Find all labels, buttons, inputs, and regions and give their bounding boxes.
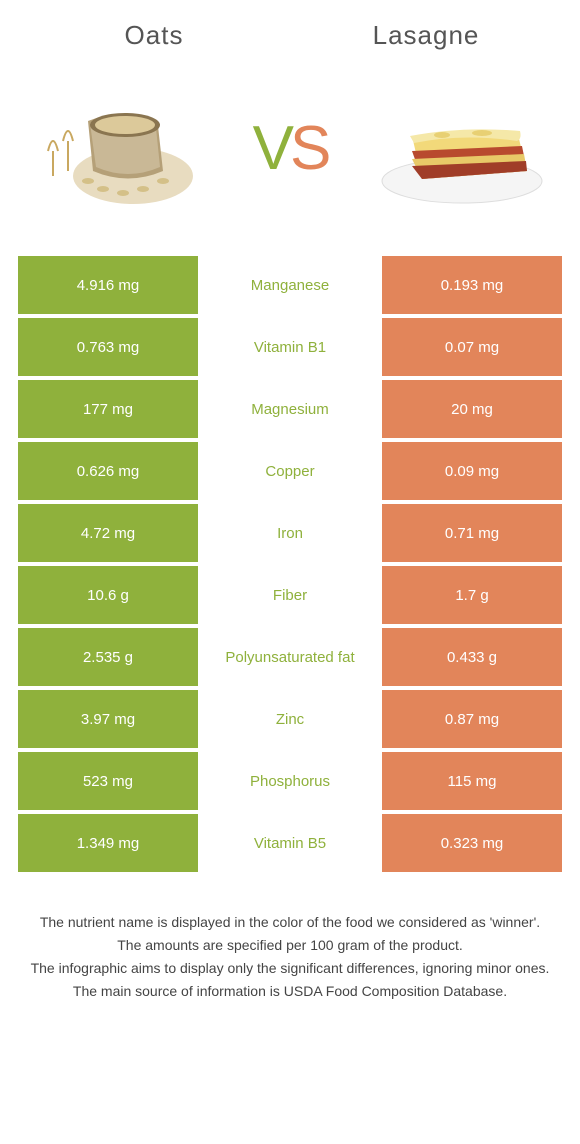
nutrient-right-value: 0.71 mg <box>382 504 562 562</box>
nutrient-right-value: 0.193 mg <box>382 256 562 314</box>
table-row: 1.349 mgVitamin B50.323 mg <box>18 814 562 872</box>
nutrient-name: Iron <box>198 504 382 562</box>
nutrient-right-value: 20 mg <box>382 380 562 438</box>
nutrient-right-value: 115 mg <box>382 752 562 810</box>
table-row: 3.97 mgZinc0.87 mg <box>18 690 562 748</box>
lasagne-image <box>372 81 552 216</box>
nutrient-right-value: 1.7 g <box>382 566 562 624</box>
nutrient-name: Vitamin B5 <box>198 814 382 872</box>
nutrient-name: Zinc <box>198 690 382 748</box>
nutrient-name: Copper <box>198 442 382 500</box>
title-right: Lasagne <box>290 20 562 51</box>
table-row: 4.916 mgManganese0.193 mg <box>18 256 562 314</box>
title-row: Oats Lasagne <box>18 20 562 51</box>
table-row: 0.763 mgVitamin B10.07 mg <box>18 318 562 376</box>
table-row: 10.6 gFiber1.7 g <box>18 566 562 624</box>
nutrient-right-value: 0.07 mg <box>382 318 562 376</box>
nutrient-table: 4.916 mgManganese0.193 mg0.763 mgVitamin… <box>18 256 562 872</box>
title-left: Oats <box>18 20 290 51</box>
nutrient-name: Manganese <box>198 256 382 314</box>
table-row: 0.626 mgCopper0.09 mg <box>18 442 562 500</box>
nutrient-name: Vitamin B1 <box>198 318 382 376</box>
nutrient-name: Magnesium <box>198 380 382 438</box>
footer-line: The amounts are specified per 100 gram o… <box>28 935 552 956</box>
table-row: 4.72 mgIron0.71 mg <box>18 504 562 562</box>
vs-s: S <box>290 114 327 183</box>
nutrient-left-value: 523 mg <box>18 752 198 810</box>
table-row: 523 mgPhosphorus115 mg <box>18 752 562 810</box>
nutrient-left-value: 4.916 mg <box>18 256 198 314</box>
nutrient-left-value: 1.349 mg <box>18 814 198 872</box>
table-row: 2.535 gPolyunsaturated fat0.433 g <box>18 628 562 686</box>
nutrient-name: Fiber <box>198 566 382 624</box>
nutrient-left-value: 10.6 g <box>18 566 198 624</box>
nutrient-name: Phosphorus <box>198 752 382 810</box>
nutrient-name: Polyunsaturated fat <box>198 628 382 686</box>
nutrient-left-value: 3.97 mg <box>18 690 198 748</box>
footer-line: The main source of information is USDA F… <box>28 981 552 1002</box>
vs-label: VS <box>253 113 328 184</box>
footer-notes: The nutrient name is displayed in the co… <box>18 912 562 1002</box>
vs-v: V <box>253 114 290 183</box>
table-row: 177 mgMagnesium20 mg <box>18 380 562 438</box>
nutrient-left-value: 0.763 mg <box>18 318 198 376</box>
hero-row: VS <box>18 81 562 216</box>
footer-line: The infographic aims to display only the… <box>28 958 552 979</box>
nutrient-right-value: 0.09 mg <box>382 442 562 500</box>
nutrient-right-value: 0.323 mg <box>382 814 562 872</box>
nutrient-right-value: 0.87 mg <box>382 690 562 748</box>
footer-line: The nutrient name is displayed in the co… <box>28 912 552 933</box>
nutrient-left-value: 177 mg <box>18 380 198 438</box>
nutrient-left-value: 0.626 mg <box>18 442 198 500</box>
oats-image <box>28 81 208 216</box>
nutrient-left-value: 2.535 g <box>18 628 198 686</box>
nutrient-left-value: 4.72 mg <box>18 504 198 562</box>
nutrient-right-value: 0.433 g <box>382 628 562 686</box>
